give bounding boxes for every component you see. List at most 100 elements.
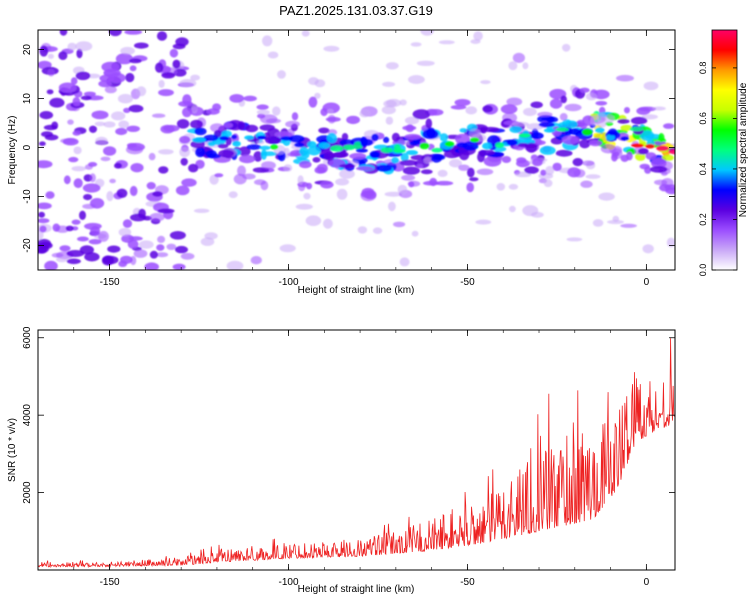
spectrogram-cell bbox=[66, 250, 85, 257]
spectrogram-cell bbox=[555, 127, 569, 132]
spectrogram-cell bbox=[476, 168, 494, 176]
spectrogram-cell bbox=[127, 142, 145, 152]
snr-frame bbox=[37, 329, 676, 571]
spectrogram-cell bbox=[549, 98, 563, 109]
spectrogram-cell bbox=[114, 162, 122, 169]
spectrogram-cell bbox=[47, 69, 55, 77]
spectrogram-cell bbox=[482, 105, 494, 113]
spectrogram-cell bbox=[638, 148, 649, 155]
spectrogram-cell bbox=[49, 97, 65, 108]
spectrogram-cell bbox=[482, 142, 493, 150]
spectrogram-cell bbox=[221, 130, 232, 138]
spectrogram-cell bbox=[318, 127, 330, 134]
spectrogram-cell bbox=[101, 61, 120, 72]
spectrogram-cell bbox=[149, 212, 165, 222]
spectrogram-cell bbox=[39, 141, 46, 146]
spectrogram-cell bbox=[631, 143, 644, 148]
spectrogram-cell bbox=[262, 35, 273, 47]
spectrogram-cell bbox=[335, 178, 350, 186]
spectrogram-cell bbox=[437, 169, 448, 177]
spectrogram-cell bbox=[652, 141, 666, 146]
snr-x-axis: -150 -100 -50 0 bbox=[37, 330, 650, 588]
snr-x-tick-label: -150 bbox=[100, 577, 120, 588]
spectrogram-cell bbox=[380, 147, 393, 154]
spectrogram-cell bbox=[592, 219, 604, 227]
spectrogram-cell bbox=[127, 239, 139, 249]
spectrogram-cell bbox=[666, 237, 675, 248]
spectrogram-cell bbox=[481, 126, 500, 133]
spectrogram-cell bbox=[456, 142, 468, 148]
snr-x-label: Height of straight line (km) bbox=[298, 584, 415, 595]
spectrogram-cell bbox=[44, 134, 59, 141]
spectrogram-cell bbox=[409, 140, 421, 146]
spectrogram-cell bbox=[87, 73, 101, 79]
spectrogram-cell bbox=[228, 191, 238, 199]
spectrogram-cell bbox=[652, 106, 666, 111]
spectrogram-cell bbox=[595, 101, 608, 106]
spectrogram-cell bbox=[416, 164, 423, 169]
spectrogram-cell bbox=[67, 42, 77, 51]
spectrogram-cell bbox=[371, 133, 379, 142]
spectrogram-cell bbox=[336, 188, 348, 200]
spectrogram-cell bbox=[629, 126, 644, 132]
spectrogram-cell bbox=[88, 239, 102, 245]
spectrogram-cell bbox=[192, 137, 206, 143]
spectrogram-cell bbox=[523, 107, 537, 117]
spectrogram-cell bbox=[402, 166, 420, 175]
spectrogram-cell bbox=[173, 68, 187, 77]
spectrogram-cell bbox=[454, 99, 471, 106]
colorbar-tick-label: 0.6 bbox=[698, 112, 708, 125]
spectrogram-cell bbox=[169, 231, 186, 240]
spectrogram-cell bbox=[323, 151, 335, 161]
spectrogram-cell bbox=[525, 142, 538, 153]
spectrogram-cell bbox=[76, 48, 83, 59]
spectrogram-cell bbox=[608, 130, 617, 136]
spectrogram-cell bbox=[38, 202, 52, 210]
spectrogram-cell bbox=[506, 97, 523, 106]
spectrogram-cell bbox=[257, 135, 267, 140]
spectrogram-cell bbox=[210, 123, 225, 133]
spectrogram-cell bbox=[585, 92, 598, 101]
spectrogram-cell bbox=[294, 142, 305, 148]
spectrogram-cell bbox=[579, 87, 590, 93]
spectrogram-cell bbox=[231, 134, 238, 140]
spectrogram-cell bbox=[130, 255, 137, 266]
spectrogram-cell bbox=[459, 128, 468, 133]
spectrogram-cell bbox=[559, 113, 568, 121]
spectrogram-cell bbox=[89, 173, 96, 183]
spectrogram-cell bbox=[130, 213, 147, 222]
spectrogram-cell bbox=[272, 106, 281, 116]
spectrogram-cell bbox=[108, 30, 122, 37]
spectrogram-cell bbox=[109, 178, 116, 184]
spectrogram-cell bbox=[546, 116, 559, 123]
spectrogram-cell bbox=[480, 80, 491, 85]
spectrogram-cell bbox=[107, 245, 121, 253]
snr-y-tick-label: 4000 bbox=[22, 404, 33, 427]
colorbar-tick-label: 0.8 bbox=[698, 62, 708, 75]
spectrogram-cell bbox=[649, 166, 668, 173]
spectrogram-cell bbox=[72, 130, 81, 136]
spectrogram-cell bbox=[75, 41, 93, 52]
spectrogram-cell bbox=[617, 118, 630, 124]
spectrogram-cell bbox=[306, 182, 313, 190]
spectrogram-cell bbox=[103, 146, 117, 156]
spectrogram-frame bbox=[37, 29, 676, 271]
spectrogram-cell bbox=[492, 146, 507, 152]
spectrogram-cell bbox=[195, 147, 206, 158]
spectrogram-cell bbox=[318, 142, 331, 149]
spectrogram-cell bbox=[90, 198, 105, 209]
spectrogram-cell bbox=[346, 115, 360, 125]
spectrogram-cell bbox=[256, 104, 269, 110]
spectrogram-cell bbox=[181, 178, 197, 187]
spectrogram-cell bbox=[469, 177, 479, 182]
spectrogram-cell bbox=[246, 144, 262, 150]
spectrogram-cell bbox=[384, 191, 403, 197]
spectrogram-cell bbox=[180, 252, 195, 260]
spectrogram-cell bbox=[163, 124, 180, 132]
spectrogram-x-tick-label: -150 bbox=[100, 277, 120, 288]
spectrogram-cell bbox=[420, 30, 434, 36]
colorbar-tick-label: 0.4 bbox=[698, 163, 708, 176]
spectrogram-cell bbox=[130, 163, 144, 173]
spectrogram-x-tick-label: -50 bbox=[460, 277, 475, 288]
